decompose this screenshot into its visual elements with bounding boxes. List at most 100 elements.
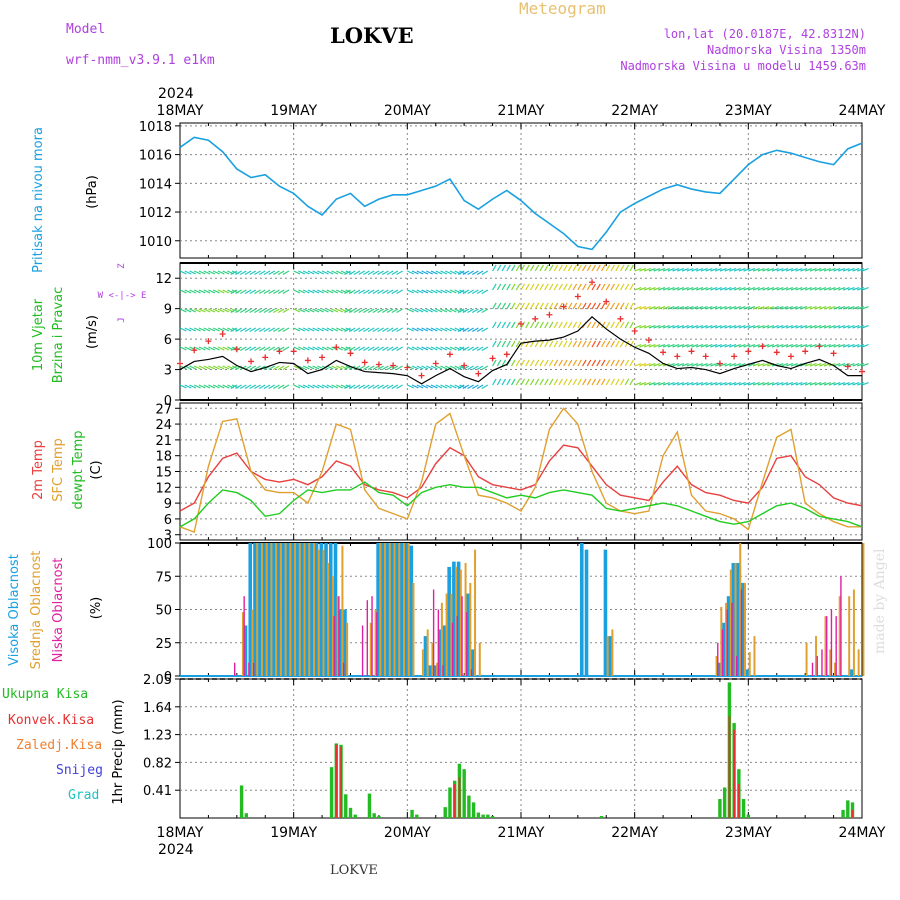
wind-arrow xyxy=(348,289,356,295)
wind-arrow xyxy=(861,382,869,386)
wind-arrow xyxy=(710,344,718,348)
wind-arrow xyxy=(411,365,419,370)
wind-arrow xyxy=(435,384,443,389)
wind-arrow xyxy=(653,268,661,272)
wind-arrow xyxy=(208,308,216,313)
wind-arrow xyxy=(861,325,869,329)
cloud-bar xyxy=(753,636,756,676)
wind-arrow xyxy=(407,270,414,275)
wind-arrow xyxy=(189,327,197,332)
wind-arrow xyxy=(235,384,242,390)
cloud-bar xyxy=(346,622,349,676)
wind-arrow xyxy=(814,382,822,386)
wind-arrow xyxy=(492,378,497,386)
wind-arrow xyxy=(729,363,737,367)
wind-arrow xyxy=(681,382,689,386)
wind-arrow xyxy=(653,363,661,367)
wind-arrow xyxy=(529,378,535,386)
wind-arrow xyxy=(553,302,559,310)
wind-gust-marker xyxy=(390,362,397,369)
cloud-bar xyxy=(295,543,300,676)
wind-arrow xyxy=(677,382,685,386)
wind-arrow xyxy=(629,340,634,348)
wind-arrow xyxy=(407,384,414,389)
precip-total-bar xyxy=(467,795,471,818)
wind-arrow xyxy=(511,283,516,291)
wind-arrow xyxy=(748,287,756,291)
wind-arrow xyxy=(762,382,770,386)
wind-arrow xyxy=(217,365,225,370)
wind-arrow xyxy=(331,384,339,389)
wind-arrow xyxy=(582,264,587,272)
wind-arrow xyxy=(353,346,361,352)
wind-arrow xyxy=(629,321,634,329)
wind-arrow xyxy=(610,264,616,272)
wind-arrow xyxy=(804,287,812,291)
wind-arrow xyxy=(326,346,334,351)
wind-gust-marker xyxy=(432,360,439,367)
wind-arrow xyxy=(239,270,247,276)
wind-arrow xyxy=(809,363,817,367)
wind-gust-marker xyxy=(773,349,780,356)
wind-arrow xyxy=(762,268,770,272)
wind-arrow xyxy=(430,346,438,351)
precip-total-bar xyxy=(377,815,381,818)
wind-arrow xyxy=(525,321,530,329)
wind-arrow xyxy=(372,346,380,352)
wind-arrow xyxy=(752,382,760,386)
wind-arrow xyxy=(217,289,225,294)
wind-arrow xyxy=(416,289,424,294)
wind-arrow xyxy=(733,287,741,291)
wind-arrow xyxy=(293,365,301,370)
precip-legend-conv: Konvek.Kisa xyxy=(8,713,94,728)
cloud-bar xyxy=(821,649,823,676)
wind-arrow xyxy=(790,363,798,367)
wind-arrow xyxy=(515,302,521,310)
top-date-label: 21MAY xyxy=(498,103,545,119)
wind-arrow xyxy=(804,344,812,348)
wind-arrow xyxy=(449,346,457,351)
wind-gust-marker xyxy=(574,293,581,300)
wind-arrow xyxy=(767,268,775,272)
wind-arrow xyxy=(411,384,419,389)
wind-arrow xyxy=(700,306,708,310)
wind-arrow xyxy=(462,384,470,390)
cloud-bar xyxy=(824,616,827,676)
wind-arrow xyxy=(382,327,389,333)
wind-arrow xyxy=(572,378,578,386)
wind-arrow xyxy=(748,344,756,348)
wind-arrow xyxy=(615,264,620,272)
wind-gust-marker xyxy=(518,320,524,327)
y-tick-label: 0 xyxy=(164,670,172,685)
cloud-bar xyxy=(442,665,444,676)
wind-arrow xyxy=(515,340,521,348)
wind-arrow xyxy=(548,359,554,367)
wind-arrow xyxy=(691,268,699,272)
cloud-bar xyxy=(862,543,865,676)
wind-arrow xyxy=(179,327,187,332)
wind-arrow xyxy=(852,287,860,291)
wind-arrow xyxy=(353,327,361,333)
wind-arrow xyxy=(719,363,727,367)
wind-arrow xyxy=(222,384,230,389)
wind-arrow xyxy=(776,306,784,310)
wind-arrow xyxy=(235,327,242,333)
wind-barbs xyxy=(179,264,869,390)
wind-arrow xyxy=(244,327,252,333)
wind-arrow xyxy=(263,289,271,295)
wind-arrow xyxy=(203,384,211,389)
wind-arrow xyxy=(691,325,699,329)
bottom-date-label: 20MAY xyxy=(384,825,431,841)
wind-arrow xyxy=(544,264,549,272)
wind-arrow xyxy=(358,308,366,314)
cloud-bar xyxy=(369,622,372,676)
cloud-bar xyxy=(412,582,415,676)
wind-arrow xyxy=(738,363,746,367)
wind-arrow xyxy=(814,268,822,272)
y-tick-label: 3 xyxy=(164,364,172,379)
wind-arrow xyxy=(421,384,429,389)
wind-gust-marker xyxy=(859,368,865,375)
wind-arrow xyxy=(391,346,399,352)
y-tick-label: 6 xyxy=(164,333,172,348)
wind-gust-marker xyxy=(304,357,311,364)
